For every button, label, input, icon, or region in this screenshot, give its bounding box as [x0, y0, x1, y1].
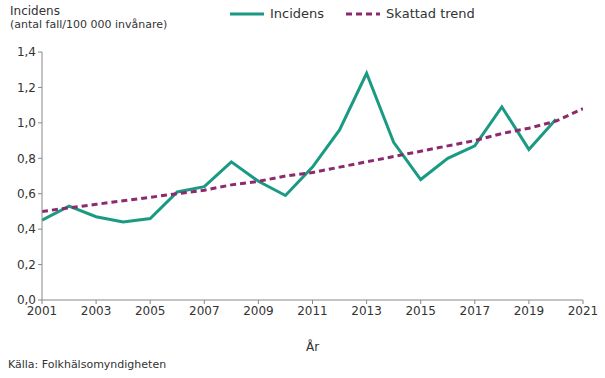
svg-text:0,0: 0,0	[17, 293, 36, 307]
html-text:Incidens: Incidens	[270, 6, 325, 21]
html-text:Skattad trend: Skattad trend	[386, 6, 475, 21]
html-text:År: År	[305, 340, 320, 354]
svg-text:1,0: 1,0	[17, 116, 36, 130]
svg-text:2015: 2015	[405, 304, 436, 318]
svg-text:2001: 2001	[26, 303, 58, 318]
svg-text:2009: 2009	[243, 304, 274, 318]
svg-text:2007: 2007	[189, 304, 220, 318]
html-text:(antal fall/100 000 invånare): (antal fall/100 000 invånare)	[10, 18, 168, 31]
svg-text:2013: 2013	[351, 304, 382, 318]
svg-text:2011: 2011	[297, 304, 328, 318]
svg-text:1,4: 1,4	[17, 45, 36, 59]
svg-text:0,2: 0,2	[17, 258, 36, 272]
html-text:Källa: Folkhälsomyndigheten: Källa: Folkhälsomyndigheten	[8, 358, 167, 371]
svg-text:2021: 2021	[568, 304, 597, 318]
svg-text:2003: 2003	[81, 304, 112, 318]
svg-text:0,4: 0,4	[17, 222, 36, 236]
svg-text:2017: 2017	[460, 304, 491, 318]
svg-text:1,2: 1,2	[17, 81, 36, 95]
html-text:Incidens: Incidens	[10, 4, 60, 18]
svg-text:0,6: 0,6	[17, 187, 36, 201]
svg-text:2019: 2019	[514, 304, 545, 318]
svg-text:2005: 2005	[135, 304, 166, 318]
svg-text:0,8: 0,8	[17, 152, 36, 166]
